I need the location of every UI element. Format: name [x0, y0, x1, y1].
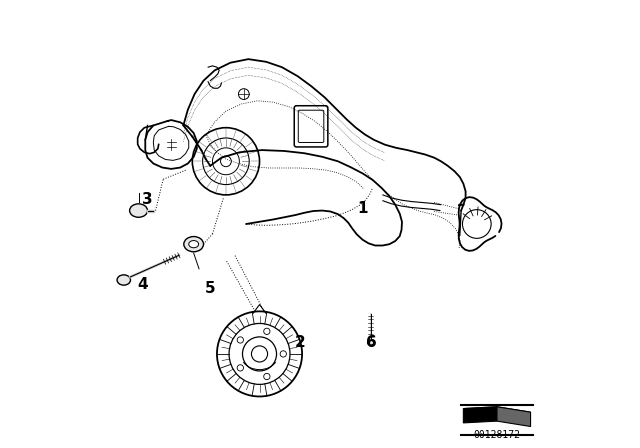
Ellipse shape: [367, 340, 374, 345]
Text: 5: 5: [205, 281, 216, 297]
FancyBboxPatch shape: [298, 110, 324, 142]
Ellipse shape: [189, 241, 198, 248]
Text: 1: 1: [357, 201, 368, 216]
Text: 3: 3: [142, 192, 153, 207]
Polygon shape: [463, 407, 497, 423]
Text: 2: 2: [294, 335, 305, 350]
Polygon shape: [463, 407, 531, 414]
Ellipse shape: [129, 204, 148, 217]
Polygon shape: [497, 407, 531, 426]
Text: 6: 6: [366, 335, 377, 350]
Text: 00128172: 00128172: [474, 430, 520, 440]
Text: 4: 4: [138, 277, 148, 292]
Ellipse shape: [184, 237, 204, 252]
Ellipse shape: [117, 275, 131, 285]
FancyBboxPatch shape: [294, 106, 328, 147]
